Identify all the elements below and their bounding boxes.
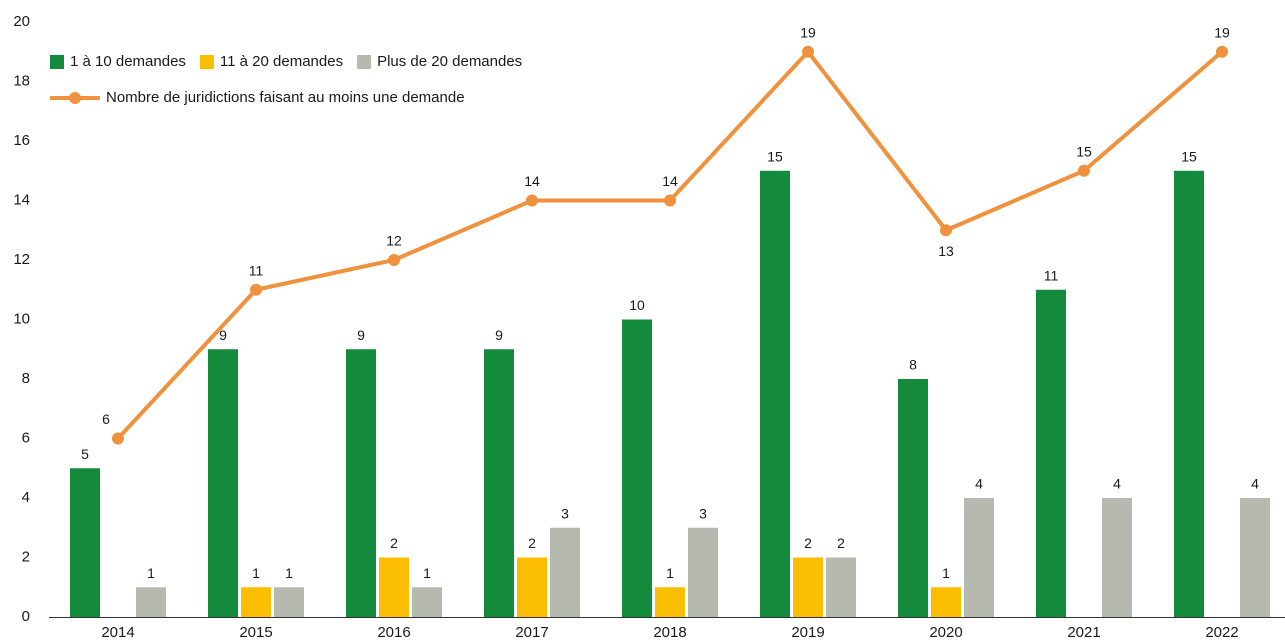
bar-value-label: 9 (357, 327, 365, 343)
y-tick-label: 20 (13, 13, 30, 30)
line-point (940, 224, 952, 237)
bar (484, 349, 514, 617)
bar (241, 587, 271, 617)
y-tick-label: 2 (22, 548, 30, 565)
bar-value-label: 2 (804, 535, 812, 551)
y-tick-label: 4 (22, 489, 30, 506)
line-point (664, 194, 676, 207)
legend-swatch (357, 55, 372, 69)
x-tick-label: 2021 (1067, 624, 1100, 641)
bar-value-label: 1 (252, 565, 260, 581)
line-point (1216, 45, 1228, 58)
y-tick-label: 14 (13, 191, 30, 208)
y-tick-label: 16 (13, 132, 30, 149)
x-tick-label: 2016 (377, 624, 410, 641)
x-tick-label: 2019 (791, 624, 824, 641)
line-point (526, 194, 538, 207)
bar (964, 498, 994, 617)
bar (1174, 170, 1204, 617)
bar-value-label: 8 (909, 357, 917, 373)
x-tick-label: 2018 (653, 624, 686, 641)
line-value-label: 12 (386, 233, 402, 249)
line-point (250, 283, 262, 296)
bar (931, 587, 961, 617)
bar-value-label: 15 (1181, 148, 1197, 164)
y-tick-label: 18 (13, 72, 30, 89)
bar-value-label: 15 (767, 148, 783, 164)
x-tick-label: 2014 (101, 624, 134, 641)
bar (826, 557, 856, 617)
legend-label: Nombre de juridictions faisant au moins … (106, 89, 465, 106)
legend-label: Plus de 20 demandes (377, 53, 522, 70)
bar-value-label: 1 (147, 565, 155, 581)
x-tick-label: 2022 (1205, 624, 1238, 641)
line-point (802, 45, 814, 58)
bar-value-label: 4 (975, 476, 983, 492)
bar (760, 170, 790, 617)
bar-value-label: 4 (1251, 476, 1259, 492)
bar (898, 379, 928, 617)
bar-value-label: 1 (666, 565, 674, 581)
y-tick-label: 0 (22, 608, 30, 625)
bar (550, 527, 580, 617)
y-tick-label: 6 (22, 429, 30, 446)
line-value-label: 19 (1214, 24, 1230, 40)
line-point (112, 432, 124, 445)
bar-value-label: 1 (942, 565, 950, 581)
legend-label: 1 à 10 demandes (70, 53, 186, 70)
bar-value-label: 9 (219, 327, 227, 343)
bar (1240, 498, 1270, 617)
bar-value-label: 1 (423, 565, 431, 581)
x-tick-label: 2020 (929, 624, 962, 641)
bar-value-label: 1 (285, 565, 293, 581)
legend-marker (69, 92, 81, 104)
bar (1036, 289, 1066, 617)
line-value-label: 13 (938, 243, 954, 259)
bar (379, 557, 409, 617)
bar-value-label: 11 (1044, 267, 1059, 283)
y-tick-label: 8 (22, 370, 30, 387)
legend-swatch (50, 55, 64, 69)
legend-swatch (199, 55, 214, 69)
line-value-label: 14 (524, 173, 540, 189)
bar (517, 557, 547, 617)
bar (274, 587, 304, 617)
line-value-label: 6 (102, 411, 110, 427)
bar (688, 527, 718, 617)
y-tick-label: 10 (13, 310, 30, 327)
x-tick-label: 2017 (515, 624, 548, 641)
bar-value-label: 10 (629, 297, 645, 313)
bar (70, 468, 100, 617)
line-value-label: 14 (662, 173, 678, 189)
bar-value-label: 5 (81, 446, 89, 462)
bar (136, 587, 166, 617)
bar (1102, 498, 1132, 617)
bar (655, 587, 685, 617)
bar (793, 557, 823, 617)
line-value-label: 11 (249, 262, 264, 278)
bar (412, 587, 442, 617)
bar (346, 349, 376, 617)
bar (208, 349, 238, 617)
bar-value-label: 3 (699, 505, 707, 521)
bar-value-label: 2 (528, 535, 536, 551)
bar-value-label: 3 (561, 505, 569, 521)
bar-value-label: 9 (495, 327, 503, 343)
y-tick-label: 12 (13, 251, 30, 268)
legend-label: 11 à 20 demandes (220, 53, 343, 70)
x-tick-label: 2015 (239, 624, 272, 641)
bar-value-label: 4 (1113, 476, 1121, 492)
line-point (388, 254, 400, 266)
bar-value-label: 2 (390, 535, 398, 551)
line-value-label: 15 (1076, 143, 1092, 159)
bar (622, 319, 652, 617)
line-value-label: 19 (800, 24, 816, 40)
bar-value-label: 2 (837, 535, 845, 551)
line-point (1078, 164, 1090, 177)
